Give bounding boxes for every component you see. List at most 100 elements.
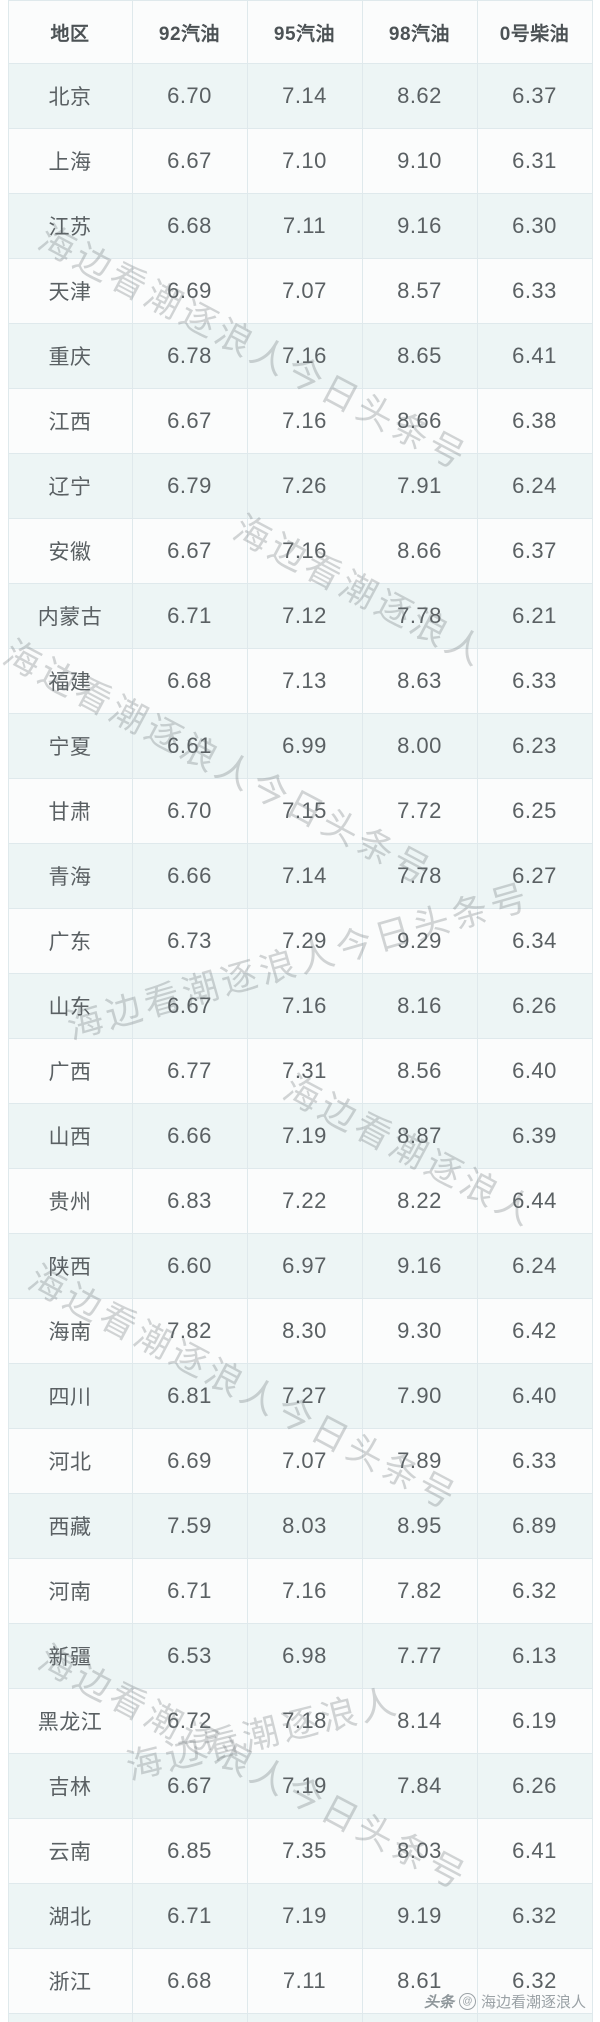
cell-region: 福建 — [7, 648, 133, 714]
cell-region: 江苏 — [7, 193, 133, 259]
cell-diesel0: 6.41 — [476, 1818, 593, 1884]
table-row: 重庆 6.78 7.16 8.65 6.41 — [7, 323, 593, 389]
cell-diesel0: 6.27 — [476, 843, 593, 909]
cell-diesel0: 6.44 — [476, 1168, 593, 1234]
cell-region: 山西 — [7, 1103, 133, 1169]
cell-gas92: 6.67 — [131, 1753, 248, 1819]
cell-gas95: 6.99 — [246, 713, 363, 779]
cell-region: 西藏 — [7, 1493, 133, 1559]
cell-gas95: 7.16 — [246, 973, 363, 1039]
cell-diesel0: 6.24 — [476, 453, 593, 519]
cell-gas95: 7.16 — [246, 323, 363, 389]
cell-gas92: 6.70 — [131, 778, 248, 844]
cell-diesel0: 6.33 — [476, 1428, 593, 1494]
table-row: 海南 7.82 8.30 9.30 6.42 — [7, 1298, 593, 1364]
cell-gas95: 7.22 — [246, 1168, 363, 1234]
cell-gas98: 8.03 — [361, 1818, 478, 1884]
cell-region: 河南 — [7, 1558, 133, 1624]
cell-gas95: 7.11 — [246, 1948, 363, 2014]
cell-diesel0: 6.32 — [476, 1558, 593, 1624]
cell-diesel0: 6.34 — [476, 908, 593, 974]
cell-gas95: 7.29 — [246, 908, 363, 974]
cell-gas92: 6.66 — [131, 843, 248, 909]
table-row: 福建 6.68 7.13 8.63 6.33 — [7, 648, 593, 714]
cell-gas98: 8.56 — [361, 1038, 478, 1104]
table-row: 西藏 7.59 8.03 8.95 6.89 — [7, 1493, 593, 1559]
cell-diesel0: 6.26 — [476, 1753, 593, 1819]
cell-gas95: 7.31 — [246, 1038, 363, 1104]
cell-region: 黑龙江 — [7, 1688, 133, 1754]
cell-diesel0: 6.21 — [476, 583, 593, 649]
table-row: 河南 6.71 7.16 7.82 6.32 — [7, 1558, 593, 1624]
cell-gas98: 7.78 — [361, 843, 478, 909]
cell-diesel0: 6.33 — [476, 648, 593, 714]
table-row: 浙江 6.68 7.11 8.61 6.32 — [7, 1948, 593, 2014]
table-header-row: 地区 92汽油 95汽油 98汽油 0号柴油 — [7, 0, 593, 64]
attribution-handle: 海边看潮逐浪人 — [480, 1994, 586, 2011]
cell-gas98: 9.10 — [361, 128, 478, 194]
table-row: 江西 6.67 7.16 8.66 6.38 — [7, 388, 593, 454]
cell-region: 浙江 — [7, 1948, 133, 2014]
cell-gas98: 8.65 — [361, 323, 478, 389]
cell-diesel0: 6.40 — [476, 1038, 593, 1104]
table-row: 上海 6.67 7.10 9.10 6.31 — [7, 128, 593, 194]
cell-gas95: 7.16 — [246, 388, 363, 454]
cell-gas95: 7.16 — [246, 1558, 363, 1624]
table-row: 甘肃 6.70 7.15 7.72 6.25 — [7, 778, 593, 844]
cell-gas92: 6.66 — [131, 1103, 248, 1169]
cell-gas92: 6.69 — [131, 258, 248, 324]
table-row: 广西 6.77 7.31 8.56 6.40 — [7, 1038, 593, 1104]
cell-gas95: 7.35 — [246, 1818, 363, 1884]
cell-gas95: 7.07 — [246, 258, 363, 324]
cell-gas95: 7.11 — [246, 193, 363, 259]
cell-gas95: 7.16 — [246, 518, 363, 584]
cell-gas92: 6.68 — [131, 648, 248, 714]
cell-gas92: 6.81 — [131, 1363, 248, 1429]
table-row: 内蒙古 6.71 7.12 7.78 6.21 — [7, 583, 593, 649]
cell-diesel0: 6.33 — [476, 258, 593, 324]
table-body: 北京 6.70 7.14 8.62 6.37 上海 6.67 7.10 9.10 6.31 江苏 6.… — [7, 63, 593, 2022]
cell-diesel0: 6.13 — [476, 1623, 593, 1689]
cell-diesel0: 6.89 — [476, 1493, 593, 1559]
table-row: 河北 6.69 7.07 7.89 6.33 — [7, 1428, 593, 1494]
cell-gas92: 6.53 — [131, 1623, 248, 1689]
cell-region: 宁夏 — [7, 713, 133, 779]
cell-gas98: 9.16 — [361, 1233, 478, 1299]
cell-region: 新疆 — [7, 1623, 133, 1689]
column-header-region: 地区 — [7, 0, 133, 64]
cell-gas98: 8.62 — [361, 63, 478, 129]
cell-gas92: 6.73 — [131, 908, 248, 974]
table-row: 贵州 6.83 7.22 8.22 6.44 — [7, 1168, 593, 1234]
cell-gas98: 8.00 — [361, 713, 478, 779]
cell-diesel0: 6.26 — [476, 973, 593, 1039]
table-row: 江苏 6.68 7.11 9.16 6.30 — [7, 193, 593, 259]
at-icon: @ — [458, 1993, 476, 2010]
cell-region: 贵州 — [7, 1168, 133, 1234]
cell-gas98: 7.78 — [361, 583, 478, 649]
cell-diesel0: 6.23 — [476, 713, 593, 779]
table-row: 新疆 6.53 6.98 7.77 6.13 — [7, 1623, 593, 1689]
cell-region: 云南 — [7, 1818, 133, 1884]
cell-gas98: 8.16 — [361, 973, 478, 1039]
cell-gas98: 8.63 — [361, 648, 478, 714]
cell-region: 广西 — [7, 1038, 133, 1104]
table-row: 云南 6.85 7.35 8.03 6.41 — [7, 1818, 593, 1884]
table-row: 陕西 6.60 6.97 9.16 6.24 — [7, 1233, 593, 1299]
cell-gas98: 7.82 — [361, 1558, 478, 1624]
cell-gas92: 6.77 — [131, 1038, 248, 1104]
cell-gas98: 9.16 — [361, 193, 478, 259]
cell-gas92: 7.59 — [131, 1493, 248, 1559]
cell-region: 甘肃 — [7, 778, 133, 844]
cell-gas92: 6.71 — [131, 1883, 248, 1949]
column-header-gas98: 98汽油 — [361, 0, 478, 64]
cell-diesel0: 6.24 — [476, 1233, 593, 1299]
cell-region: 天津 — [7, 258, 133, 324]
cell-gas98: 9.19 — [361, 1883, 478, 1949]
cell-gas95: 7.19 — [246, 1883, 363, 1949]
cell-region: 四川 — [7, 1363, 133, 1429]
cell-diesel0: 6.42 — [476, 1298, 593, 1364]
cell-gas92: 6.68 — [131, 193, 248, 259]
cell-diesel0: 6.37 — [476, 518, 593, 584]
cell-diesel0: 6.32 — [476, 1948, 593, 2014]
cell-region: 陕西 — [7, 1233, 133, 1299]
